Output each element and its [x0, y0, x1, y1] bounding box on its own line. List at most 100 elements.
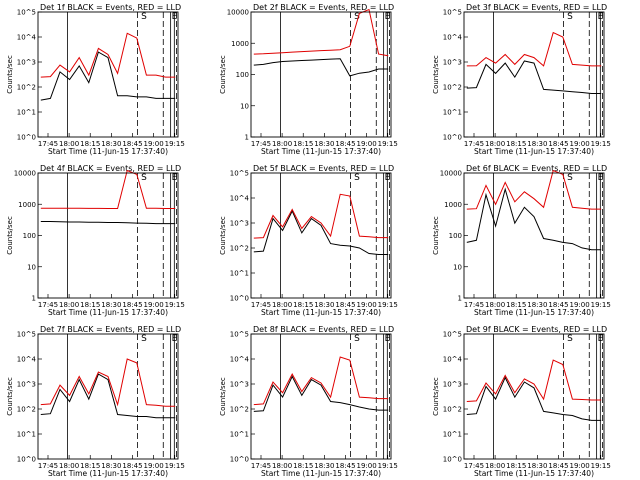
panel-det-9: Det 9f BLACK = Events, RED = LLD 10^0 10^1…: [432, 325, 611, 478]
series-lld-line: [253, 8, 389, 57]
series-lld-line: [253, 193, 389, 239]
marker-start: S: [141, 334, 147, 344]
y-tick-label: 10^0: [17, 456, 36, 464]
x-tick-label: 19:15: [165, 301, 185, 309]
series-lld-line: [466, 359, 602, 402]
panel-title: Det 6f BLACK = Events, RED = LLD: [466, 164, 607, 173]
y-tick-label: 10^0: [443, 456, 462, 464]
marker-start: S: [567, 12, 573, 22]
x-tick-label: 18:30: [527, 462, 547, 470]
x-tick-label: 19:15: [591, 140, 611, 148]
y-tick-label: 10^0: [17, 134, 36, 142]
y-tick-label: 10^2: [230, 406, 249, 414]
x-tick-label: 17:45: [251, 462, 271, 470]
y-tick-label: 10^2: [230, 245, 249, 253]
x-tick-label: 18:30: [101, 140, 121, 148]
x-tick-label: 19:00: [144, 301, 164, 309]
panel-det-1: Det 1f BLACK = Events, RED = LLD 10^0 10^1…: [6, 3, 185, 156]
x-tick-label: 18:00: [485, 462, 505, 470]
y-tick-label: 10: [27, 263, 36, 271]
x-tick-label: 19:15: [378, 140, 398, 148]
series-lld-line: [466, 31, 602, 67]
series-events-line: [466, 187, 602, 251]
plot-frame: [463, 172, 605, 299]
series-events-line: [466, 376, 602, 421]
x-tick-label: 18:45: [335, 462, 355, 470]
x-tick-label: 17:45: [38, 462, 58, 470]
x-axis-label: Start Time (11-Jun-15 17:37:40): [48, 308, 168, 317]
marker-start: S: [354, 173, 360, 183]
panel-det-6: Det 6f BLACK = Events, RED = LLD 1 10 100 10…: [432, 164, 611, 317]
panel-title: Det 2f BLACK = Events, RED = LLD: [253, 3, 394, 12]
x-tick-label: 18:15: [506, 301, 526, 309]
marker-end: E: [172, 334, 178, 344]
y-axis-label: Counts/sec: [6, 377, 14, 416]
y-tick-label: 10^3: [443, 381, 462, 389]
x-tick-label: 18:30: [527, 140, 547, 148]
x-tick-label: 18:45: [548, 140, 568, 148]
panel-title: Det 1f BLACK = Events, RED = LLD: [40, 3, 181, 12]
y-tick-label: 10^2: [443, 84, 462, 92]
y-tick-label: 1000: [444, 201, 462, 209]
x-axis-label: Start Time (11-Jun-15 17:37:40): [474, 308, 594, 317]
x-tick-label: 18:00: [485, 140, 505, 148]
y-axis-label: Counts/sec: [432, 55, 440, 94]
x-tick-label: 19:00: [357, 140, 377, 148]
x-tick-label: 18:00: [59, 140, 79, 148]
x-tick-label: 18:15: [80, 462, 100, 470]
y-tick-label: 10^4: [17, 356, 37, 364]
x-tick-label: 17:45: [464, 462, 484, 470]
x-tick-label: 18:45: [548, 301, 568, 309]
x-tick-label: 17:45: [251, 301, 271, 309]
plot-frame: [37, 333, 179, 460]
plot-frame: [250, 333, 392, 460]
x-tick-label: 18:45: [335, 140, 355, 148]
y-tick-label: 10^4: [230, 356, 250, 364]
y-tick-label: 10^3: [230, 381, 249, 389]
x-tick-label: 18:00: [272, 140, 292, 148]
panel-det-3: Det 3f BLACK = Events, RED = LLD 10^0 10^1…: [432, 3, 611, 156]
marker-end: E: [172, 12, 178, 22]
y-tick-label: 10000: [440, 170, 462, 178]
series-lld-line: [40, 32, 176, 78]
x-tick-label: 18:15: [293, 140, 313, 148]
marker-end: E: [385, 12, 391, 22]
marker-start: S: [567, 334, 573, 344]
y-tick-label: 10^5: [443, 331, 462, 339]
x-tick-label: 18:15: [293, 462, 313, 470]
x-tick-label: 18:00: [59, 462, 79, 470]
series-lld-line: [466, 169, 602, 210]
series-lld-line: [40, 169, 176, 209]
y-axis-label: Counts/sec: [6, 216, 14, 255]
marker-start: S: [354, 12, 360, 22]
series-events-line: [253, 58, 389, 77]
x-axis-label: Start Time (11-Jun-15 17:37:40): [474, 147, 594, 156]
x-tick-label: 18:00: [272, 462, 292, 470]
x-axis-label: Start Time (11-Jun-15 17:37:40): [261, 469, 381, 478]
y-tick-label: 10^1: [17, 431, 36, 439]
x-tick-label: 18:45: [548, 462, 568, 470]
y-tick-label: 10^0: [230, 456, 249, 464]
x-tick-label: 19:15: [165, 462, 185, 470]
panel-det-7: Det 7f BLACK = Events, RED = LLD 10^0 10^1…: [6, 325, 185, 478]
y-axis-label: Counts/sec: [432, 216, 440, 255]
x-tick-label: 19:00: [357, 301, 377, 309]
x-tick-label: 17:45: [38, 301, 58, 309]
x-tick-label: 17:45: [464, 140, 484, 148]
x-tick-label: 19:15: [591, 301, 611, 309]
marker-end: E: [598, 12, 604, 22]
x-axis-label: Start Time (11-Jun-15 17:37:40): [261, 147, 381, 156]
x-tick-label: 17:45: [38, 140, 58, 148]
marker-start: S: [567, 173, 573, 183]
x-tick-label: 18:30: [101, 462, 121, 470]
x-tick-label: 18:00: [272, 301, 292, 309]
x-tick-label: 18:15: [293, 301, 313, 309]
y-tick-label: 10^3: [17, 59, 36, 67]
x-tick-label: 18:30: [314, 462, 334, 470]
y-tick-label: 1000: [18, 201, 36, 209]
plot-frame: [250, 172, 392, 299]
x-tick-label: 18:30: [527, 301, 547, 309]
plot-frame: [463, 333, 605, 460]
panel-title: Det 5f BLACK = Events, RED = LLD: [253, 164, 394, 173]
y-tick-label: 100: [236, 71, 249, 79]
